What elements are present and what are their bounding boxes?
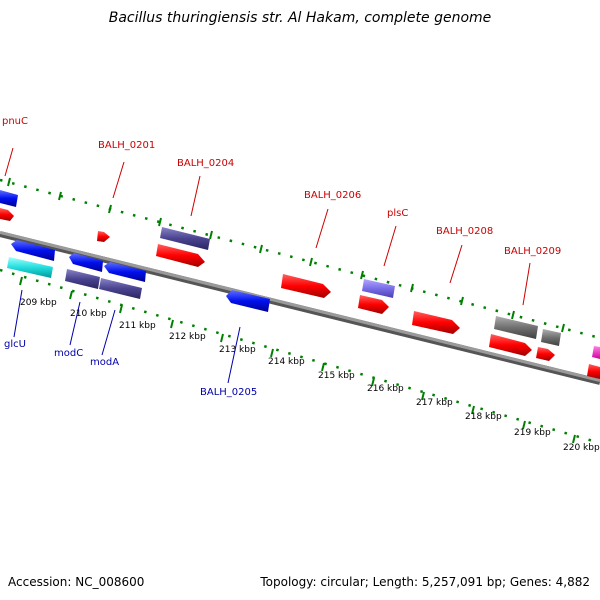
bottom-gene-labels: glcU modC modA BALH_0205	[4, 339, 257, 398]
kbp-label: 211 kbp	[119, 321, 156, 331]
gene-arrow[interactable]	[412, 311, 460, 334]
kbp-label: 210 kbp	[70, 309, 107, 319]
gene-arrow[interactable]	[99, 278, 142, 299]
genome-summary-text: Topology: circular; Length: 5,257,091 bp…	[259, 575, 590, 589]
gene-arrow[interactable]	[536, 347, 555, 361]
gene-label[interactable]: pnuC	[2, 116, 28, 127]
gene-features	[0, 190, 600, 379]
gene-arrow[interactable]	[160, 227, 210, 250]
gene-label[interactable]: BALH_0205	[200, 387, 257, 398]
gene-arrow[interactable]	[156, 244, 205, 267]
gene-label[interactable]: modA	[90, 357, 119, 368]
kbp-label: 209 kbp	[20, 298, 57, 308]
gene-arrow[interactable]	[592, 346, 600, 359]
gene-label[interactable]: BALH_0209	[504, 246, 561, 257]
gene-label[interactable]: BALH_0206	[304, 190, 361, 201]
gene-arrow[interactable]	[541, 329, 561, 346]
kbp-label: 215 kbp	[318, 371, 355, 381]
bottom-leader-lines	[13, 289, 241, 384]
gene-arrow[interactable]	[358, 295, 389, 314]
gene-arrow[interactable]	[65, 269, 100, 289]
gene-label[interactable]: glcU	[4, 339, 26, 350]
kbp-label: 216 kbp	[367, 384, 404, 394]
kbp-label: 213 kbp	[219, 345, 256, 355]
outer-major-ticks	[7, 177, 565, 333]
gene-label[interactable]: BALH_0201	[98, 140, 155, 151]
gene-arrow[interactable]	[362, 279, 395, 298]
gene-arrow[interactable]	[97, 231, 110, 242]
top-leader-lines	[4, 147, 531, 306]
accession-text: Accession: NC_008600	[8, 575, 144, 589]
kbp-label: 218 kbp	[465, 412, 502, 422]
gene-label[interactable]: BALH_0208	[436, 226, 493, 237]
kbp-label: 219 kbp	[514, 428, 551, 438]
gene-arrow[interactable]	[11, 240, 55, 261]
kbp-label: 212 kbp	[169, 332, 206, 342]
gene-arrow[interactable]	[489, 334, 532, 356]
top-gene-labels: pnuC BALH_0201 BALH_0204 BALH_0206 plsC …	[2, 116, 561, 257]
gene-label[interactable]: plsC	[387, 208, 408, 219]
gene-arrow[interactable]	[0, 208, 14, 221]
map-title: Bacillus thuringiensis str. Al Hakam, co…	[109, 10, 492, 26]
gene-arrow[interactable]	[69, 253, 103, 272]
gene-label[interactable]: BALH_0204	[177, 158, 234, 169]
gene-arrow[interactable]	[494, 316, 538, 339]
inner-major-ticks	[19, 276, 576, 444]
gene-arrow[interactable]	[7, 257, 53, 278]
gene-arrow[interactable]	[226, 290, 270, 312]
gene-arrow[interactable]	[281, 274, 331, 298]
kbp-tick-labels: 209 kbp 210 kbp 211 kbp 212 kbp 213 kbp …	[20, 298, 600, 453]
kbp-label: 220 kbp	[563, 443, 600, 453]
kbp-label: 217 kbp	[416, 398, 453, 408]
genome-backbone	[0, 231, 600, 382]
gene-arrow[interactable]	[0, 190, 18, 207]
gene-arrow[interactable]	[104, 262, 146, 282]
kbp-label: 214 kbp	[268, 357, 305, 367]
gene-label[interactable]: modC	[54, 348, 83, 359]
gene-arrow[interactable]	[587, 364, 600, 379]
